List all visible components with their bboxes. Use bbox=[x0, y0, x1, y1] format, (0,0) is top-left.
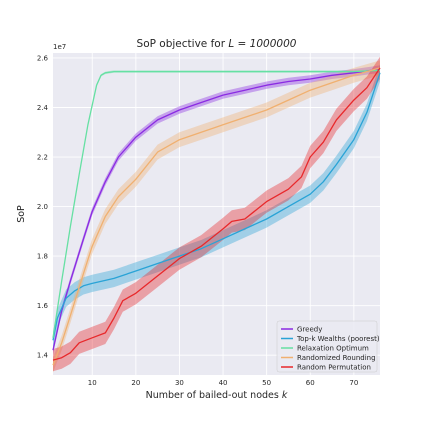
y-tick-label: 2.2 bbox=[37, 154, 48, 162]
y-tick-label: 1.4 bbox=[37, 352, 49, 360]
series-lines bbox=[52, 67, 381, 366]
legend-label-4: Random Permutation bbox=[297, 364, 371, 372]
y-tick-label: 2.0 bbox=[37, 203, 48, 211]
legend-box bbox=[276, 320, 378, 373]
legend-label-0: Greedy bbox=[297, 326, 322, 334]
x-tick-label: 70 bbox=[349, 379, 358, 387]
series-line-1 bbox=[52, 72, 381, 341]
x-tick-label: 30 bbox=[175, 379, 184, 387]
x-tick-label: 20 bbox=[131, 379, 140, 387]
x-tick-label: 60 bbox=[306, 379, 315, 387]
legend-label-1: Top-k Wealths (poorest) bbox=[296, 335, 380, 343]
legend-label-2: Relaxation Optimum bbox=[297, 345, 369, 353]
tick-labels: 10 20 30 40 50 60 70 1.4 1.6 1.8 2.0 2.2 2.4 2.6 bbox=[37, 54, 358, 387]
series-band-1 bbox=[53, 64, 380, 349]
grid-lines bbox=[53, 53, 380, 375]
series-line-0 bbox=[52, 68, 381, 351]
series-line-3 bbox=[52, 67, 381, 366]
y-tick-label: 2.6 bbox=[37, 54, 49, 62]
x-tick-label: 40 bbox=[219, 379, 228, 387]
chart-title: SoP objective for L = 1000000 bbox=[137, 38, 297, 50]
y-tick-label: 2.4 bbox=[37, 104, 49, 112]
x-tick-label: 50 bbox=[262, 379, 271, 387]
series-line-4 bbox=[52, 67, 381, 361]
y-tick-label: 1.8 bbox=[37, 253, 48, 261]
y-axis-label: SoP bbox=[16, 205, 27, 223]
y-offset-label: 1e7 bbox=[53, 43, 66, 51]
y-tick-label: 1.6 bbox=[37, 302, 49, 310]
series-line-2 bbox=[52, 69, 381, 338]
legend-label-3: Randomized Rounding bbox=[297, 354, 376, 362]
series-band-3 bbox=[53, 60, 380, 373]
x-tick-label: 10 bbox=[88, 379, 97, 387]
x-axis-label: Number of bailed-out nodes k bbox=[146, 390, 288, 401]
series-band-4 bbox=[53, 56, 380, 372]
